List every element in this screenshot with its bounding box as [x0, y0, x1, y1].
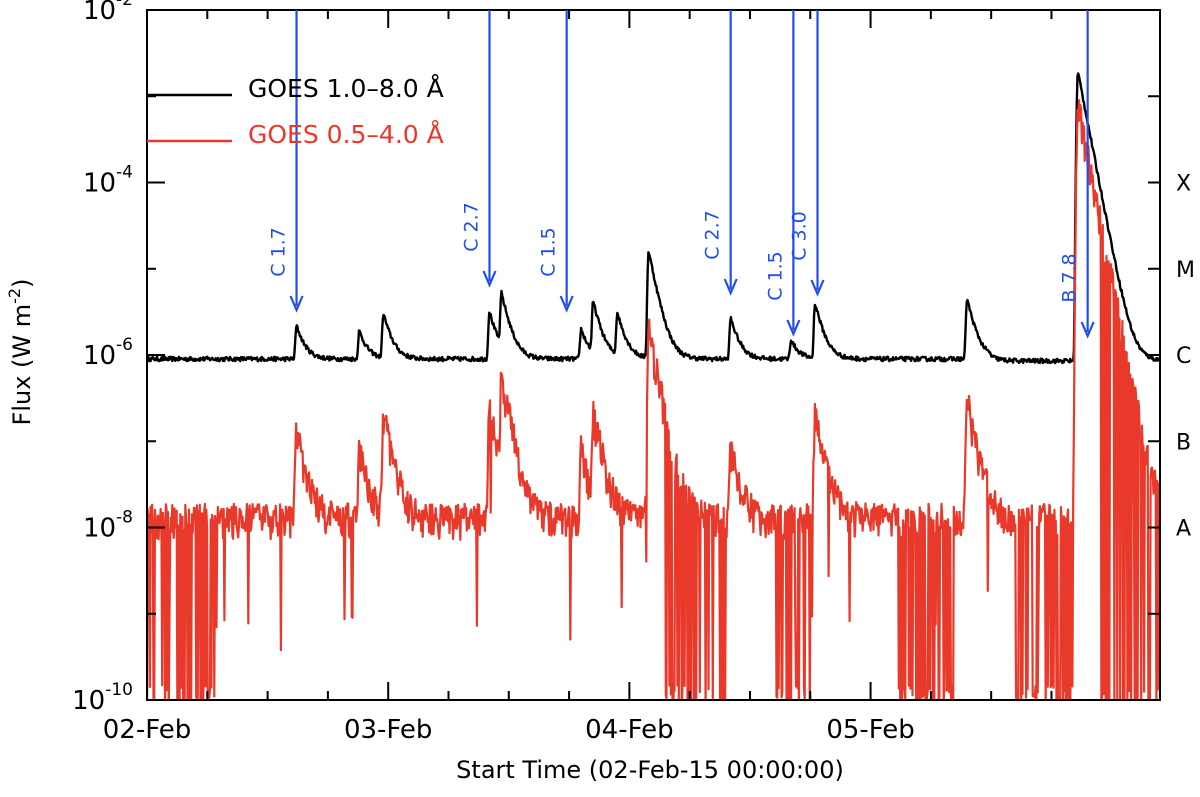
annotation-label: C 1.5: [538, 227, 560, 277]
y-axis-title-close: ): [8, 279, 36, 288]
legend: GOES 1.0–8.0 Å GOES 0.5–4.0 Å: [147, 74, 444, 149]
annotation-arrow-head: [786, 319, 801, 337]
x-axis-title: Start Time (02-Feb-15 00:00:00): [456, 756, 844, 784]
series-line-goes-short: [147, 99, 1160, 700]
annotation-label: B 7.8: [1059, 253, 1081, 302]
annotation-arrow-head: [1080, 321, 1095, 339]
y-tick-label: 10-10: [72, 680, 133, 716]
legend-label: GOES 1.0–8.0 Å: [248, 74, 444, 103]
y-axis-title-main: Flux (W m: [8, 304, 36, 426]
y-axis-title: Flux (W m-2): [5, 279, 36, 426]
x-tick-label: 02-Feb: [103, 715, 192, 745]
series-layer: [147, 72, 1160, 700]
annotation-label: C 3.0: [789, 211, 811, 261]
annotation-layer: C 1.7C 2.7C 1.5 C 2.7C 1.5C 3.0B 7.8: [268, 10, 1095, 339]
y-tick-label: 10-4: [83, 163, 133, 199]
annotation-label: C 1.5: [764, 251, 786, 301]
x-tick-label: 05-Feb: [826, 715, 915, 745]
annotation-arrow-head: [482, 270, 497, 288]
annotation-arrow-head: [810, 279, 825, 297]
legend-label: GOES 0.5–4.0 Å: [248, 120, 444, 149]
annotation-arrow-head: [559, 295, 574, 313]
flare-class-label: C: [1176, 344, 1191, 369]
flare-class-label: B: [1176, 430, 1191, 455]
y-tick-label: 10-6: [83, 335, 133, 371]
annotation-label: C 2.7: [702, 210, 724, 260]
y-tick-label: 10-8: [83, 508, 133, 544]
flare-class-label: A: [1176, 517, 1191, 542]
y-tick-label: 10-2: [83, 0, 133, 26]
x-tick-label: 03-Feb: [344, 715, 433, 745]
flare-class-label: M: [1176, 258, 1195, 283]
series-line-goes-long: [147, 72, 1160, 365]
annotation-label: C 1.7: [268, 227, 290, 277]
x-tick-label: 04-Feb: [585, 715, 674, 745]
axes-layer: 10-2 10-4 10-6 10-8 10-10 X M C B A 02-Feb 03-Feb 04…: [72, 0, 1195, 745]
annotation-label: C 2.7: [460, 202, 482, 252]
y-axis-title-sup: -2: [5, 288, 24, 304]
annotation-arrow-head: [723, 278, 738, 296]
flare-class-label: X: [1176, 172, 1191, 197]
annotation-arrow-head: [289, 295, 304, 313]
